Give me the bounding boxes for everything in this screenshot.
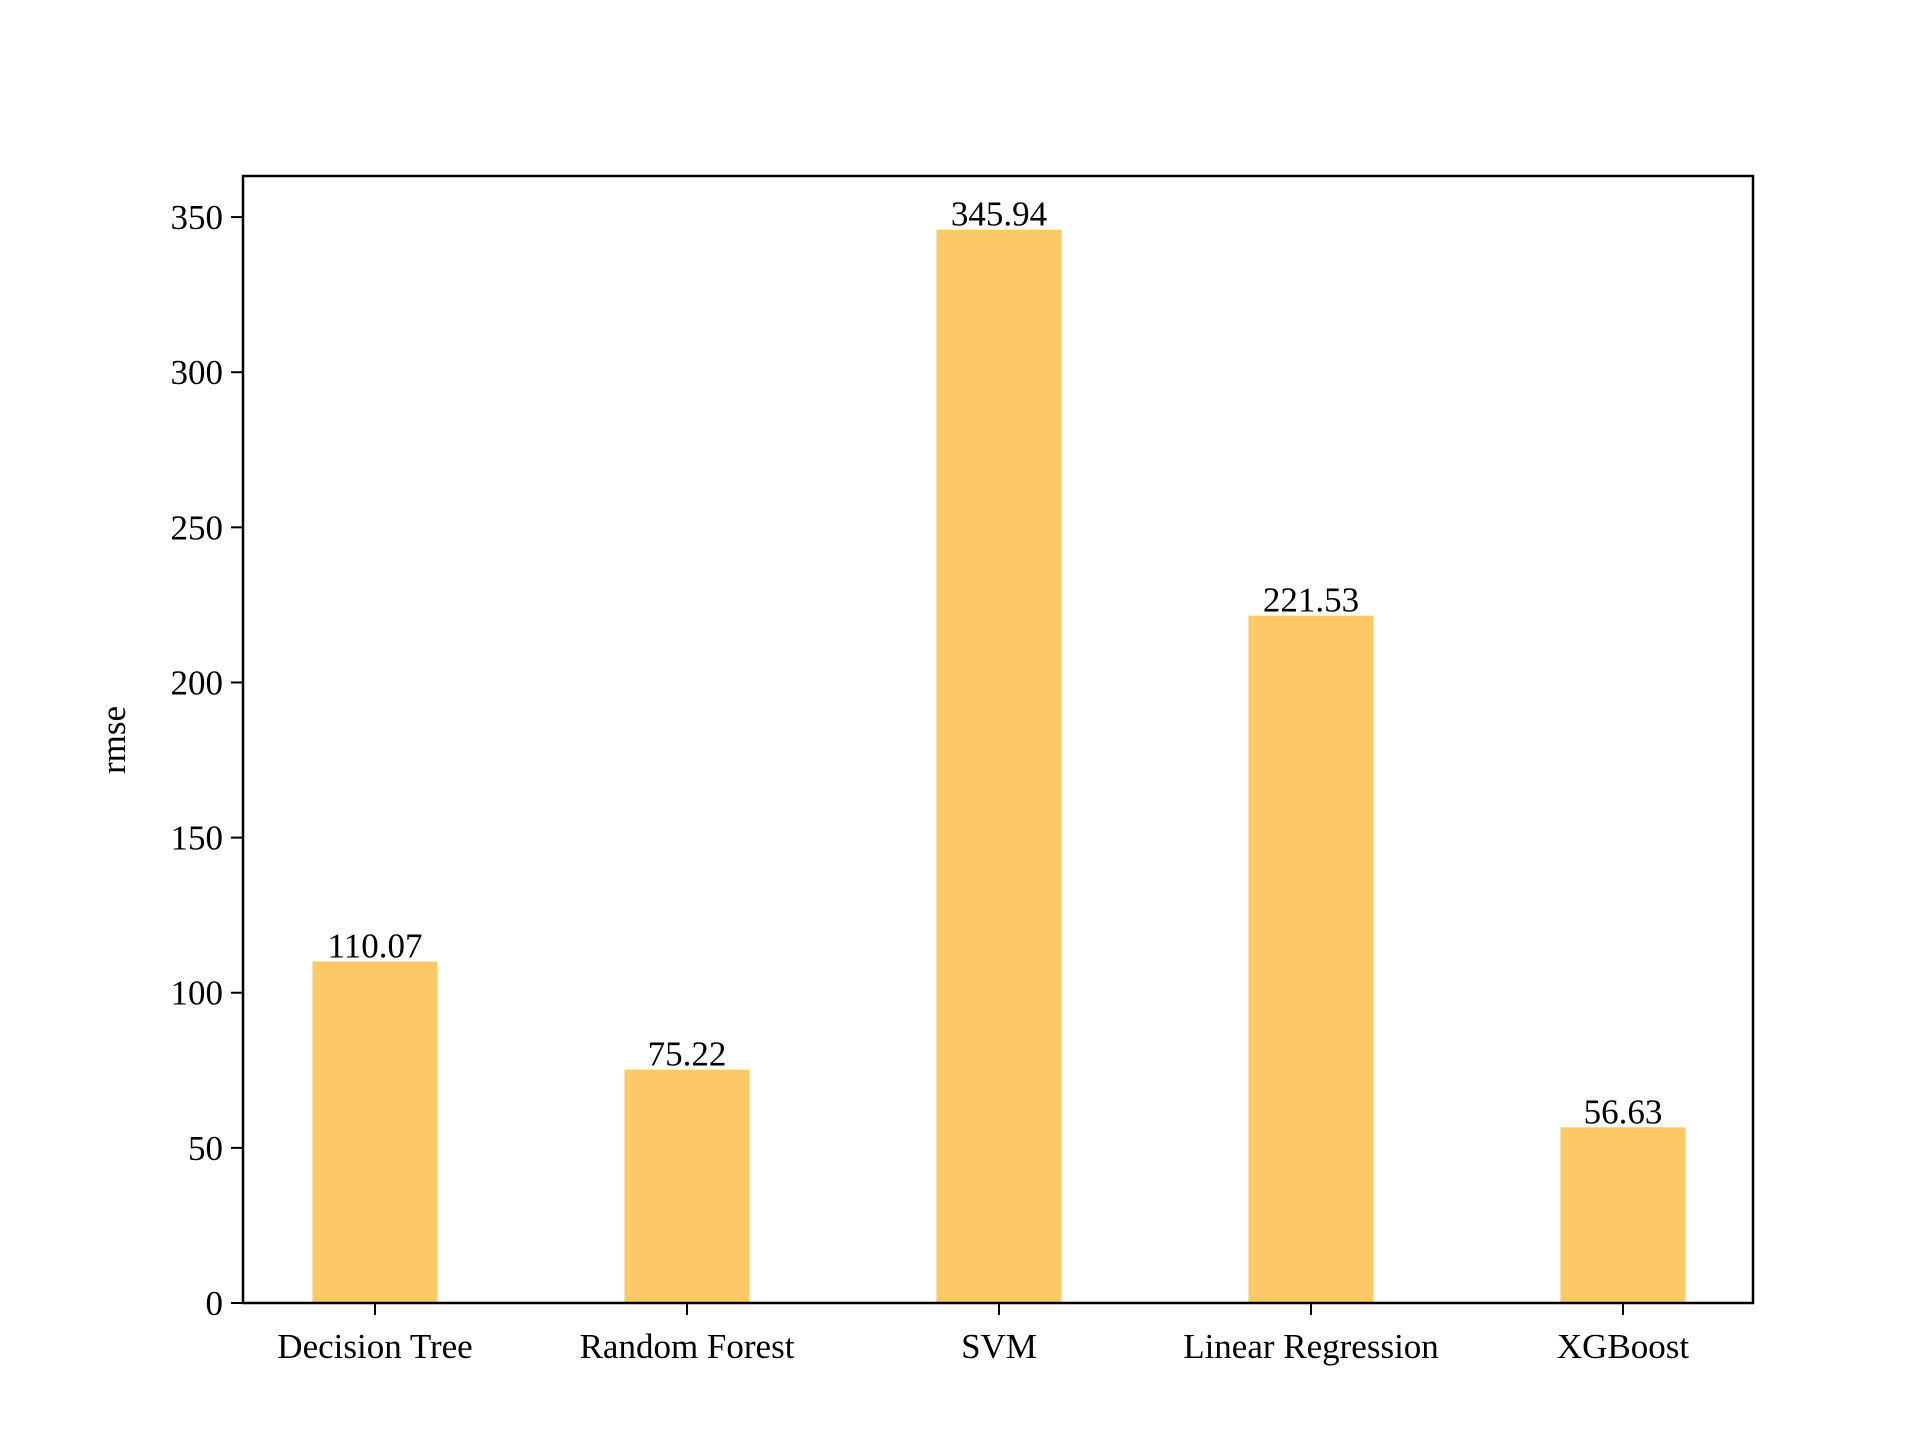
y-tick-label: 300 <box>171 353 224 392</box>
bar-svm <box>936 229 1062 1303</box>
x-tick-label: Linear Regression <box>1183 1327 1439 1366</box>
y-tick-label: 150 <box>171 819 224 858</box>
y-axis-ticks: 0 50 100 150 200 250 300 350 <box>171 198 243 1323</box>
bar-decision-tree <box>312 961 438 1303</box>
y-tick-label: 350 <box>171 198 224 237</box>
bar-labels-layer: 110.07 75.22 345.94 221.53 56.63 <box>328 195 1663 1132</box>
x-tick-label: Decision Tree <box>277 1327 472 1366</box>
x-tick-label: Random Forest <box>580 1327 795 1366</box>
bar-value-label: 75.22 <box>648 1035 727 1074</box>
bar-value-label: 221.53 <box>1263 581 1359 620</box>
bar-value-label: 56.63 <box>1584 1092 1663 1131</box>
y-tick-label: 200 <box>171 663 224 702</box>
y-tick-label: 0 <box>206 1284 224 1323</box>
bar-linear-regression <box>1248 615 1374 1303</box>
bar-value-label: 345.94 <box>951 195 1047 234</box>
plot-frame <box>241 174 1755 1305</box>
y-tick-label: 250 <box>171 508 224 547</box>
y-tick-label: 50 <box>188 1129 223 1168</box>
x-tick-label: SVM <box>961 1327 1037 1366</box>
x-axis-ticks: Decision Tree Random Forest SVM Linear Regr… <box>277 1303 1689 1366</box>
bar-value-label: 110.07 <box>328 926 423 965</box>
bar-xgboost <box>1560 1127 1686 1303</box>
y-axis-label: rmse <box>94 706 133 774</box>
bars-layer <box>312 229 1686 1303</box>
y-tick-label: 100 <box>171 974 224 1013</box>
x-tick-label: XGBoost <box>1557 1327 1690 1366</box>
bar-random-forest <box>624 1069 750 1303</box>
